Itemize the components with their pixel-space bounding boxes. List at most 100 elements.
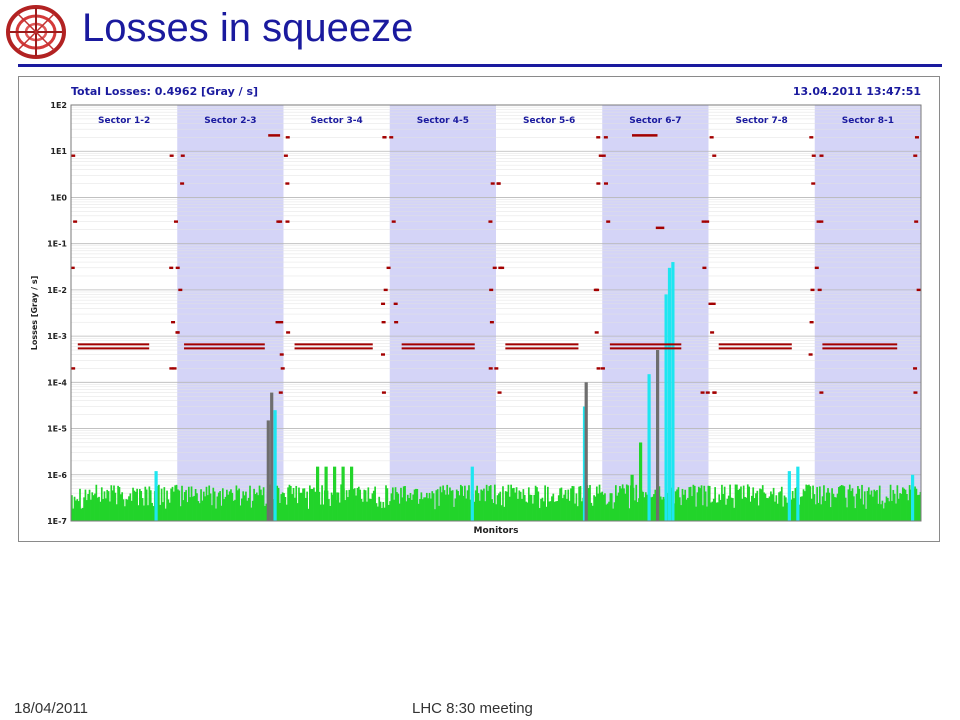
loss-bar xyxy=(332,494,334,521)
loss-bar xyxy=(549,501,552,521)
loss-bar xyxy=(869,494,872,521)
loss-bar xyxy=(525,501,527,521)
loss-bar xyxy=(227,494,230,521)
loss-bar xyxy=(899,493,901,521)
loss-bar xyxy=(627,485,629,521)
loss-bar xyxy=(914,486,916,521)
loss-bar xyxy=(249,485,251,521)
threshold-marker xyxy=(598,154,603,157)
threshold-marker xyxy=(175,266,180,270)
loss-bar xyxy=(447,494,450,521)
loss-bar xyxy=(340,484,342,521)
loss-bar xyxy=(731,498,734,521)
loss-bar xyxy=(374,486,376,521)
threshold-marker xyxy=(705,220,710,223)
loss-bar xyxy=(91,492,94,521)
loss-bar xyxy=(534,485,537,521)
loss-bar xyxy=(523,494,526,521)
loss-bar xyxy=(779,491,782,521)
loss-bar xyxy=(481,490,484,521)
loss-bar xyxy=(84,489,87,521)
threshold-marker xyxy=(596,136,601,139)
loss-bar xyxy=(699,488,702,521)
loss-bar xyxy=(383,507,386,521)
loss-bar xyxy=(832,493,835,521)
loss-bar xyxy=(144,486,147,521)
loss-bar xyxy=(495,504,498,521)
threshold-marker xyxy=(708,302,713,306)
loss-bar xyxy=(895,503,897,521)
loss-bar xyxy=(774,501,776,521)
loss-bar xyxy=(504,491,507,521)
loss-bar xyxy=(721,484,723,521)
blm-loss-plot: Total Losses: 0.4962 [Gray / s] 13.04.201… xyxy=(30,85,922,536)
loss-bar xyxy=(600,492,602,521)
loss-bar xyxy=(498,493,500,521)
loss-bar xyxy=(124,506,126,521)
threshold-marker xyxy=(172,367,177,370)
y-tick-label: 1E-7 xyxy=(47,517,67,526)
loss-bar xyxy=(255,492,258,521)
loss-bar xyxy=(239,505,242,521)
loss-bar xyxy=(625,484,628,521)
loss-bar xyxy=(283,493,285,521)
loss-bar xyxy=(171,486,174,521)
loss-bar xyxy=(740,486,742,521)
loss-bar xyxy=(858,488,861,521)
loss-bar xyxy=(688,487,691,521)
threshold-marker xyxy=(808,353,813,356)
threshold-marker xyxy=(497,391,502,394)
loss-bar xyxy=(451,490,454,521)
loss-bar xyxy=(201,500,204,521)
loss-bar xyxy=(440,492,443,521)
sector-shade-8 xyxy=(814,105,921,521)
threshold-marker xyxy=(601,154,606,157)
loss-bar xyxy=(621,484,624,521)
loss-bar xyxy=(306,491,308,521)
loss-bar xyxy=(617,492,620,521)
loss-bar xyxy=(634,500,636,521)
threshold-marker xyxy=(914,220,919,223)
loss-bar xyxy=(216,496,219,521)
loss-bar xyxy=(311,488,314,521)
loss-bar xyxy=(77,501,80,521)
loss-bar xyxy=(190,486,193,521)
threshold-marker xyxy=(381,302,386,306)
loss-bar xyxy=(121,492,124,521)
threshold-marker xyxy=(710,331,715,334)
title-rule xyxy=(18,64,942,67)
loss-bar xyxy=(178,490,181,521)
loss-bar xyxy=(819,486,821,521)
threshold-marker xyxy=(914,136,919,139)
loss-bar xyxy=(401,497,404,521)
loss-bar xyxy=(835,497,838,521)
loss-bar xyxy=(683,494,685,521)
loss-bar xyxy=(801,496,804,521)
loss-bar xyxy=(425,492,428,521)
loss-bar xyxy=(105,498,107,521)
loss-bar xyxy=(264,506,266,521)
loss-bar xyxy=(695,506,697,521)
loss-bar xyxy=(862,504,865,521)
loss-bar xyxy=(527,487,530,521)
loss-bar xyxy=(398,503,401,521)
threshold-marker xyxy=(913,154,918,157)
loss-bar xyxy=(635,484,638,521)
loss-bar xyxy=(825,492,828,521)
loss-bar xyxy=(148,486,151,521)
loss-bar xyxy=(128,496,130,521)
loss-bar xyxy=(548,501,551,521)
loss-bar xyxy=(590,502,593,521)
loss-bar xyxy=(568,500,571,521)
loss-bar xyxy=(280,494,283,521)
threshold-marker xyxy=(489,320,494,324)
threshold-marker xyxy=(916,288,921,292)
threshold-marker xyxy=(285,182,290,185)
loss-bar xyxy=(710,502,712,521)
loss-bar xyxy=(241,498,243,521)
loss-bar xyxy=(867,487,870,521)
loss-bar xyxy=(696,492,699,521)
loss-bar xyxy=(560,487,563,521)
loss-bar xyxy=(555,501,557,521)
loss-bar xyxy=(689,486,692,521)
